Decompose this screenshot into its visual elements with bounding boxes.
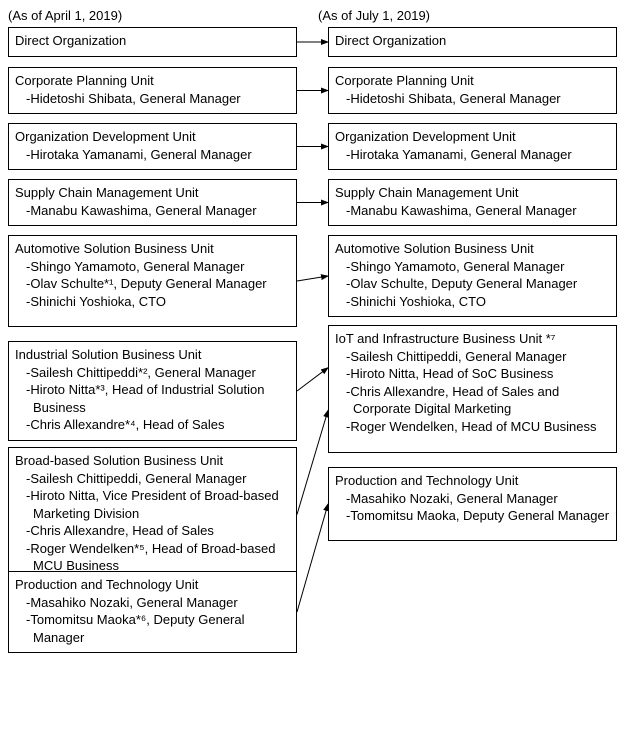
org-person: Hiroto Nitta, Vice President of Broad-ba… — [15, 487, 290, 522]
column-headers: (As of April 1, 2019) (As of July 1, 201… — [8, 8, 620, 27]
org-person: Tomomitsu Maoka, Deputy General Manager — [335, 507, 610, 525]
header-right: (As of July 1, 2019) — [318, 8, 620, 23]
org-box: Supply Chain Management UnitManabu Kawas… — [8, 179, 297, 226]
org-person: Shinichi Yoshioka, CTO — [335, 293, 610, 311]
header-left: (As of April 1, 2019) — [8, 8, 318, 23]
org-box: IoT and Infrastructure Business Unit *⁷S… — [328, 325, 617, 453]
org-box-title: Production and Technology Unit — [335, 472, 610, 490]
org-box-title: Supply Chain Management Unit — [15, 184, 290, 202]
org-box: Production and Technology UnitMasahiko N… — [8, 571, 297, 653]
org-person: Manabu Kawashima, General Manager — [15, 202, 290, 220]
org-box: Corporate Planning UnitHidetoshi Shibata… — [8, 67, 297, 114]
org-person: Shingo Yamamoto, General Manager — [335, 258, 610, 276]
org-box: Production and Technology UnitMasahiko N… — [328, 467, 617, 541]
org-box-title: Direct Organization — [335, 32, 610, 50]
org-box-title: Broad-based Solution Business Unit — [15, 452, 290, 470]
org-person: Chris Allexandre, Head of Sales and Corp… — [335, 383, 610, 418]
org-person: Tomomitsu Maoka*⁶, Deputy General Manage… — [15, 611, 290, 646]
org-person: Sailesh Chittipeddi*², General Manager — [15, 364, 290, 382]
org-box: Automotive Solution Business UnitShingo … — [328, 235, 617, 317]
org-box: Corporate Planning UnitHidetoshi Shibata… — [328, 67, 617, 114]
org-box-title: Automotive Solution Business Unit — [15, 240, 290, 258]
org-person: Masahiko Nozaki, General Manager — [335, 490, 610, 508]
org-person: Manabu Kawashima, General Manager — [335, 202, 610, 220]
org-box-title: Direct Organization — [15, 32, 290, 50]
chart-area: Direct Organization Corporate Planning Un… — [8, 27, 620, 657]
org-chart-container: (As of April 1, 2019) (As of July 1, 201… — [8, 8, 620, 657]
org-person: Olav Schulte*¹, Deputy General Manager — [15, 275, 290, 293]
org-person: Shingo Yamamoto, General Manager — [15, 258, 290, 276]
org-person: Roger Wendelken*⁵, Head of Broad-based M… — [15, 540, 290, 575]
org-box: Automotive Solution Business UnitShingo … — [8, 235, 297, 327]
org-box-title: Automotive Solution Business Unit — [335, 240, 610, 258]
org-box: Broad-based Solution Business UnitSailes… — [8, 447, 297, 582]
arrow — [297, 410, 328, 514]
org-box: Organization Development UnitHirotaka Ya… — [328, 123, 617, 170]
org-person: Hidetoshi Shibata, General Manager — [15, 90, 290, 108]
org-person: Sailesh Chittipeddi, General Manager — [15, 470, 290, 488]
org-box-title: Supply Chain Management Unit — [335, 184, 610, 202]
org-person: Shinichi Yoshioka, CTO — [15, 293, 290, 311]
org-person: Chris Allexandre*⁴, Head of Sales — [15, 416, 290, 434]
org-box-title: IoT and Infrastructure Business Unit *⁷ — [335, 330, 610, 348]
org-box-title: Production and Technology Unit — [15, 576, 290, 594]
org-person: Chris Allexandre, Head of Sales — [15, 522, 290, 540]
org-person: Sailesh Chittipeddi, General Manager — [335, 348, 610, 366]
org-box-title: Organization Development Unit — [335, 128, 610, 146]
arrow — [297, 368, 328, 391]
org-person: Masahiko Nozaki, General Manager — [15, 594, 290, 612]
org-box: Direct Organization — [328, 27, 617, 57]
org-person: Hirotaka Yamanami, General Manager — [335, 146, 610, 164]
org-box-title: Corporate Planning Unit — [335, 72, 610, 90]
org-box-title: Organization Development Unit — [15, 128, 290, 146]
org-person: Hirotaka Yamanami, General Manager — [15, 146, 290, 164]
org-person: Roger Wendelken, Head of MCU Business — [335, 418, 610, 436]
org-person: Hidetoshi Shibata, General Manager — [335, 90, 610, 108]
org-person: Hiroto Nitta*³, Head of Industrial Solut… — [15, 381, 290, 416]
arrow — [297, 504, 328, 612]
org-box: Direct Organization — [8, 27, 297, 57]
org-box-title: Industrial Solution Business Unit — [15, 346, 290, 364]
org-person: Olav Schulte, Deputy General Manager — [335, 275, 610, 293]
org-person: Hiroto Nitta, Head of SoC Business — [335, 365, 610, 383]
arrow — [297, 276, 328, 281]
org-box-title: Corporate Planning Unit — [15, 72, 290, 90]
org-box: Industrial Solution Business UnitSailesh… — [8, 341, 297, 441]
org-box: Organization Development UnitHirotaka Ya… — [8, 123, 297, 170]
org-box: Supply Chain Management UnitManabu Kawas… — [328, 179, 617, 226]
